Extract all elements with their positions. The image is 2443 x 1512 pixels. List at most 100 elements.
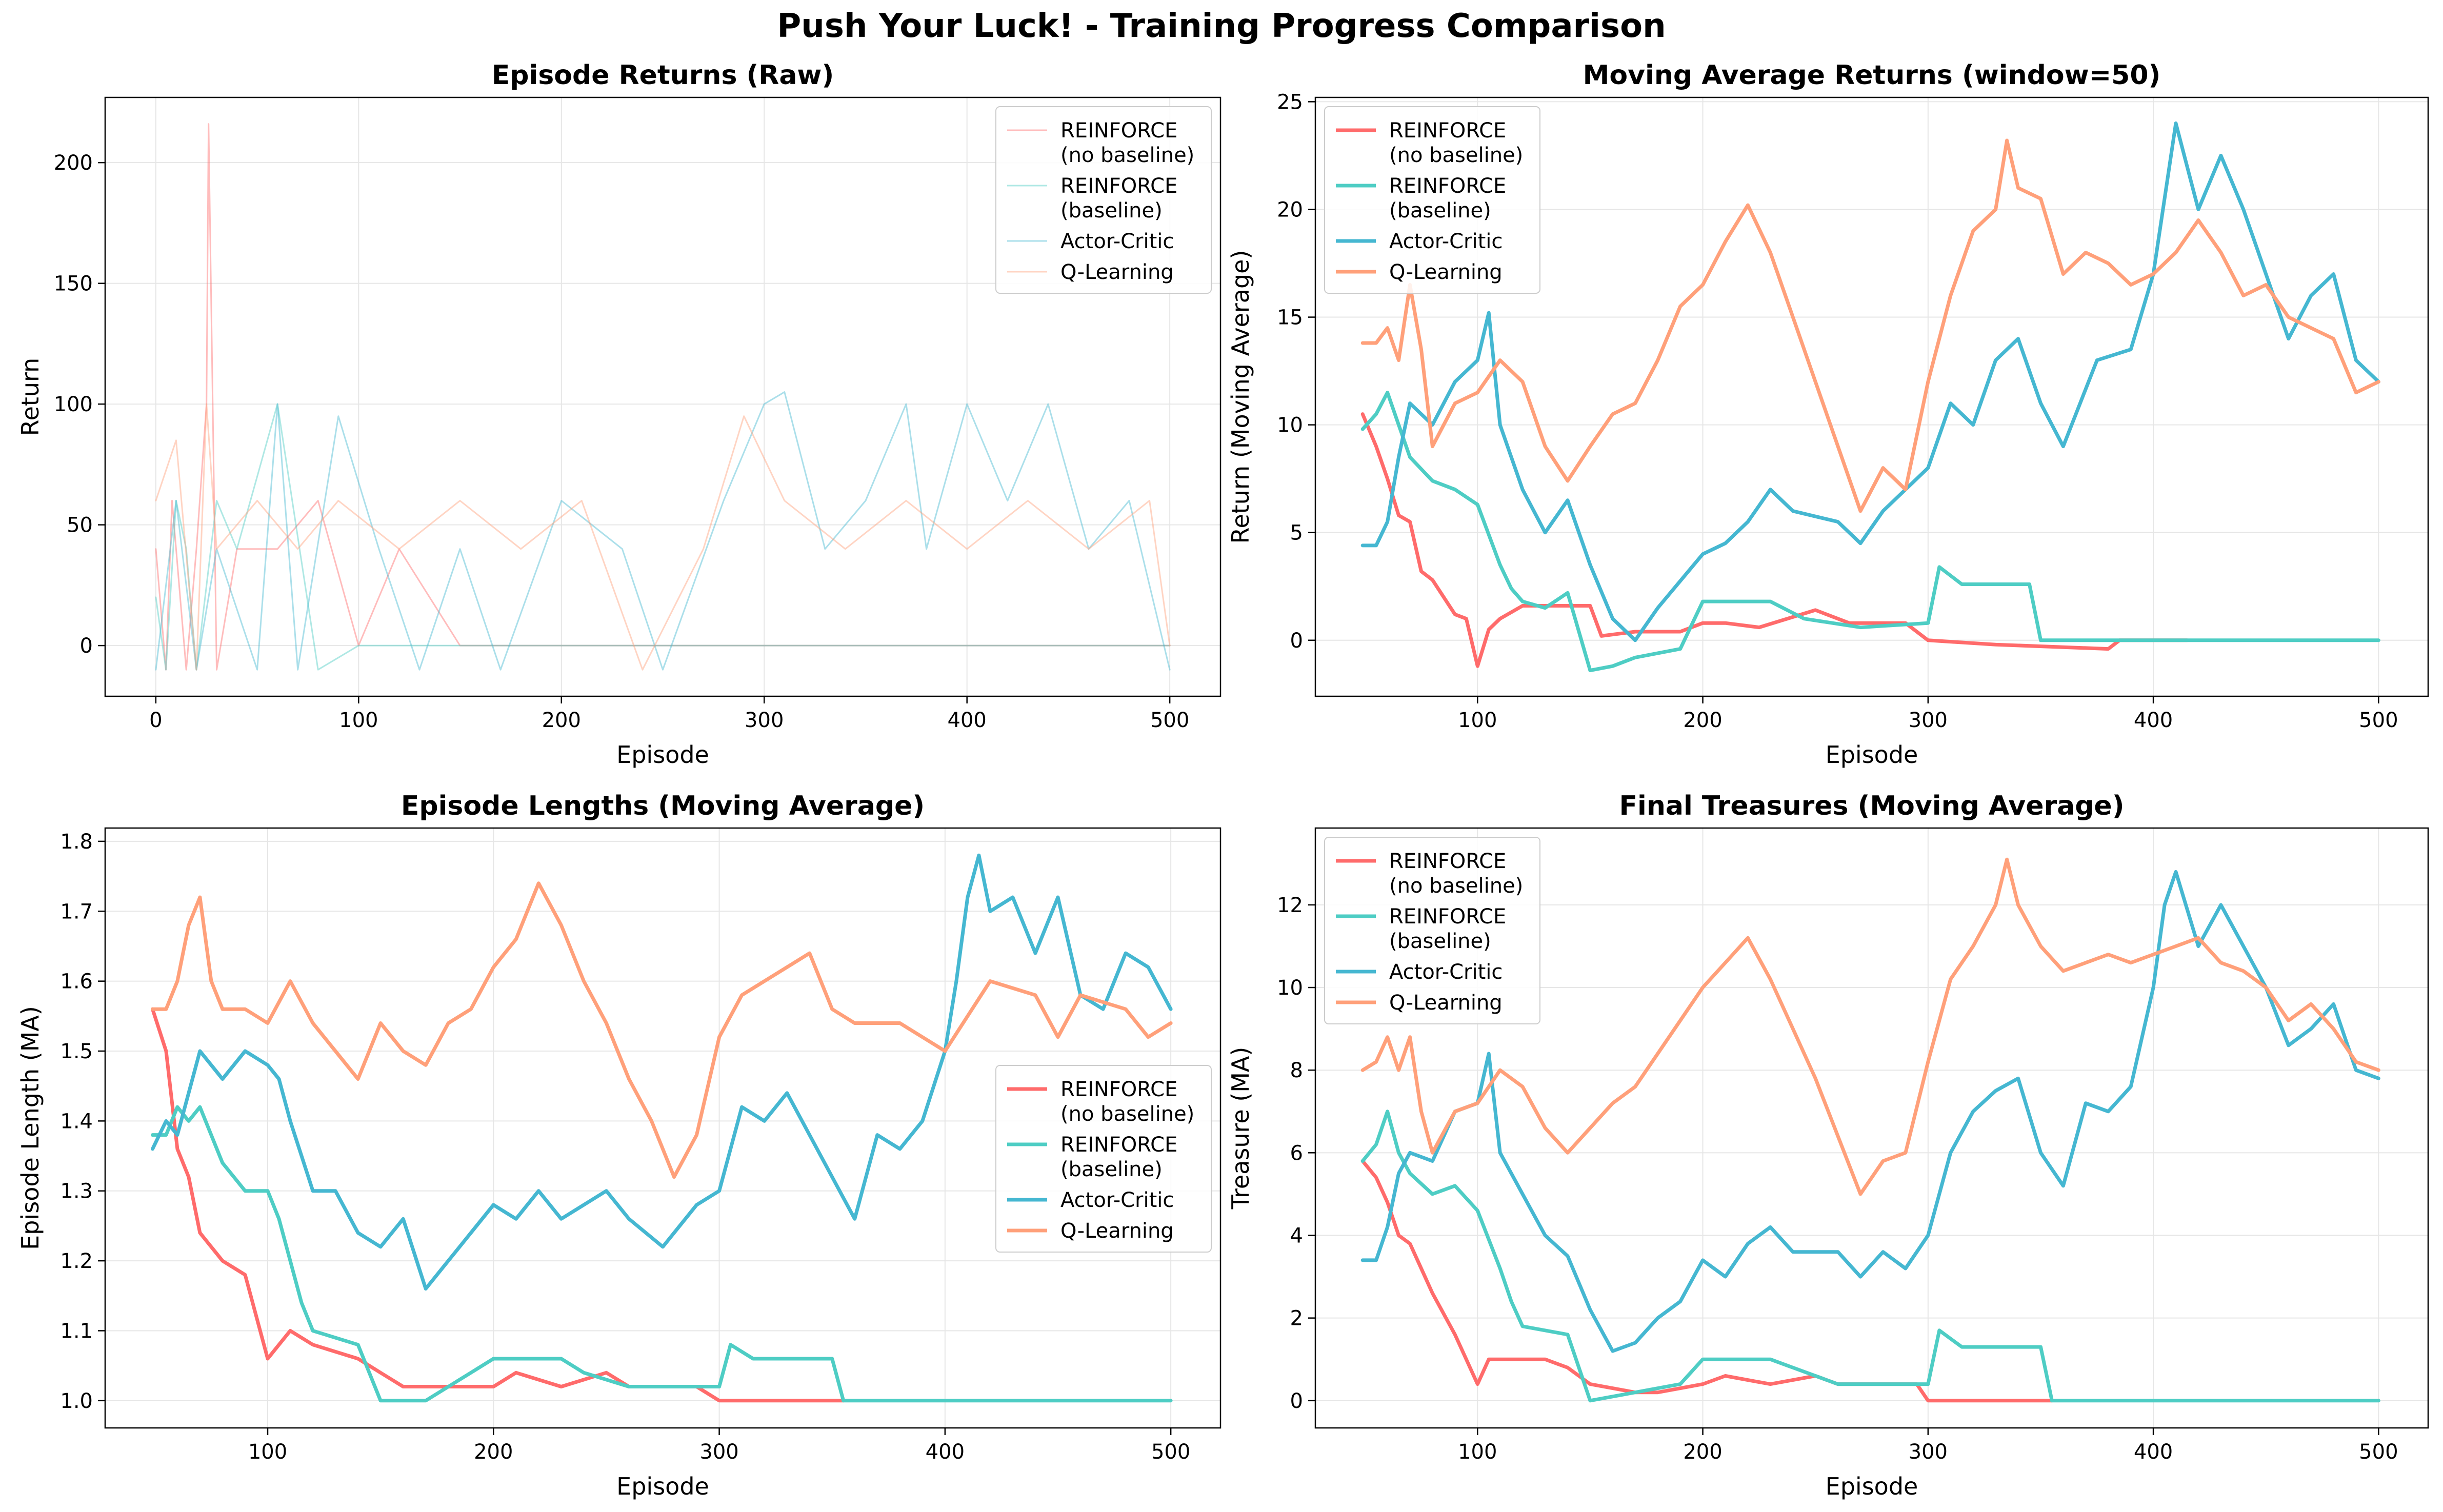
y-tick-label: 0: [1290, 1389, 1303, 1413]
y-axis-label: Treasure (MA): [1227, 1047, 1254, 1210]
x-tick-label: 400: [926, 1440, 965, 1464]
x-axis-label: Episode: [616, 1473, 709, 1500]
x-tick-label: 400: [2134, 1440, 2173, 1464]
x-tick-label: 500: [2359, 1440, 2398, 1464]
legend-label: REINFORCE: [1389, 850, 1506, 873]
y-tick-label: 1.5: [60, 1040, 93, 1063]
legend-label: (baseline): [1060, 199, 1163, 223]
legend-label: REINFORCE: [1389, 905, 1506, 929]
y-tick-label: 2: [1290, 1307, 1303, 1330]
x-tick-label: 500: [1150, 709, 1189, 732]
y-tick-label: 6: [1290, 1141, 1303, 1165]
legend-label: Actor-Critic: [1389, 960, 1503, 984]
axes-frame: [104, 827, 1222, 1429]
legend-label: (no baseline): [1060, 1102, 1194, 1126]
y-tick-label: 1.6: [60, 970, 93, 994]
legend-frame: [995, 106, 1212, 294]
series-line-actor_critic: [1360, 870, 2380, 1353]
x-tick-label: 200: [474, 1440, 513, 1464]
series-line-q_learning: [155, 403, 1171, 671]
series-line-reinforce_nb: [155, 123, 1171, 671]
x-tick-label: 100: [1458, 709, 1497, 732]
y-axis-label: Return (Moving Average): [1227, 250, 1254, 544]
series-line-reinforce_b: [151, 1105, 1173, 1403]
legend-label: (baseline): [1389, 930, 1491, 953]
y-tick-label: 1.7: [60, 900, 93, 923]
x-tick-label: 100: [1458, 1440, 1497, 1464]
series-line-reinforce_b: [1360, 1110, 2380, 1403]
chart-title: Final Treasures (Moving Average): [1619, 791, 2125, 821]
legend-label: (no baseline): [1389, 874, 1523, 898]
y-tick-label: 10: [1277, 414, 1303, 437]
series-line-actor_critic: [151, 853, 1173, 1291]
x-tick-label: 200: [1683, 709, 1722, 732]
series-line-reinforce_b: [1360, 391, 2380, 673]
y-tick-label: 1.4: [60, 1110, 93, 1133]
x-tick-label: 500: [2359, 709, 2398, 732]
legend-label: Q-Learning: [1389, 260, 1503, 284]
x-tick-label: 200: [1683, 1440, 1722, 1464]
series-line-q_learning: [1360, 857, 2380, 1196]
y-tick-label: 10: [1277, 976, 1303, 1000]
legend: REINFORCE(no baseline)REINFORCE(baseline…: [1324, 837, 1540, 1024]
legend-label: REINFORCE: [1389, 119, 1506, 143]
x-tick-label: 300: [1909, 1440, 1948, 1464]
series-line-reinforce_nb: [1360, 412, 2189, 668]
legend-label: Q-Learning: [1060, 1219, 1174, 1243]
legend-label: (no baseline): [1060, 144, 1194, 167]
legend-frame: [1324, 106, 1540, 294]
legend-label: (no baseline): [1389, 144, 1523, 167]
x-tick-label: 500: [1151, 1440, 1190, 1464]
legend-label: Actor-Critic: [1060, 1188, 1174, 1212]
y-tick-label: 25: [1277, 90, 1303, 114]
chart-title: Moving Average Returns (window=50): [1583, 60, 2161, 91]
legend-label: (baseline): [1389, 199, 1491, 223]
legend: REINFORCE(no baseline)REINFORCE(baseline…: [1324, 106, 1540, 294]
y-tick-label: 100: [54, 393, 93, 416]
legend: REINFORCE(no baseline)REINFORCE(baseline…: [995, 1065, 1212, 1253]
y-tick-label: 1.3: [60, 1180, 93, 1203]
x-tick-label: 300: [1909, 709, 1948, 732]
series-line-reinforce_nb: [151, 1007, 846, 1403]
x-tick-label: 0: [149, 709, 162, 732]
y-tick-label: 1.0: [60, 1389, 93, 1413]
legend-label: Actor-Critic: [1389, 230, 1503, 253]
axes-frame: [104, 96, 1222, 697]
y-tick-label: 200: [54, 151, 93, 175]
legend-label: Q-Learning: [1060, 260, 1174, 284]
y-tick-label: 1.2: [60, 1249, 93, 1273]
x-axis-label: Episode: [1826, 741, 1918, 769]
legend: REINFORCE(no baseline)REINFORCE(baseline…: [995, 106, 1212, 294]
x-tick-label: 400: [948, 709, 987, 732]
chart-title: Episode Returns (Raw): [492, 60, 834, 91]
axes-frame: [1314, 827, 2429, 1429]
y-tick-label: 1.8: [60, 830, 93, 854]
y-tick-label: 0: [1290, 629, 1303, 653]
figure-title: Push Your Luck! - Training Progress Comp…: [777, 7, 1666, 45]
y-tick-label: 0: [80, 634, 93, 658]
y-tick-label: 12: [1277, 894, 1303, 917]
legend-label: (baseline): [1060, 1158, 1163, 1181]
legend-label: Actor-Critic: [1060, 230, 1174, 253]
axes-frame: [1314, 96, 2429, 697]
series-line-actor_critic: [1360, 121, 2380, 642]
legend-label: Q-Learning: [1389, 991, 1503, 1015]
y-tick-label: 150: [54, 272, 93, 296]
y-tick-label: 15: [1277, 306, 1303, 330]
series-line-reinforce_b: [155, 403, 1171, 671]
x-tick-label: 200: [542, 709, 581, 732]
series-line-q_learning: [151, 881, 1173, 1179]
y-axis-label: Episode Length (MA): [16, 1006, 44, 1250]
legend-label: REINFORCE: [1060, 119, 1177, 143]
y-tick-label: 20: [1277, 198, 1303, 221]
y-tick-label: 5: [1290, 521, 1303, 545]
x-tick-label: 100: [339, 709, 378, 732]
y-axis-label: Return: [16, 358, 44, 436]
legend-label: REINFORCE: [1389, 174, 1506, 198]
y-tick-label: 1.1: [60, 1319, 93, 1343]
legend-frame: [1324, 837, 1540, 1024]
legend-label: REINFORCE: [1060, 1133, 1177, 1157]
